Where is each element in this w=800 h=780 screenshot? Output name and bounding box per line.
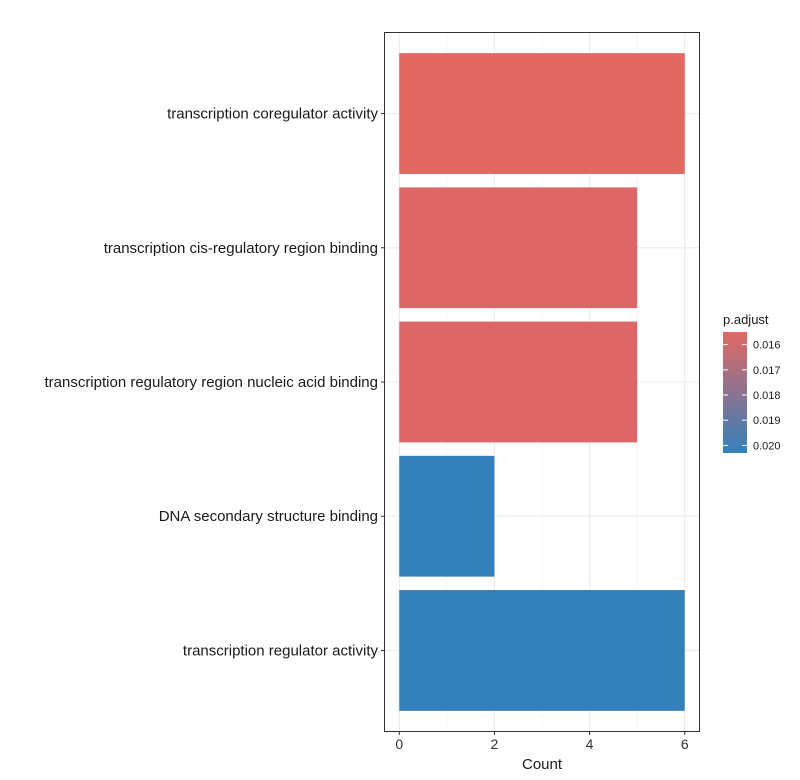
legend-label: 0.017: [753, 365, 781, 377]
y-tick-label: DNA secondary structure binding: [159, 508, 378, 525]
color-legend: p.adjust 0.016 0.017 0.018 0.019 0.020: [723, 312, 781, 453]
legend-title: p.adjust: [723, 312, 769, 327]
legend-labels: 0.016 0.017 0.018 0.019 0.020: [723, 340, 781, 452]
y-tick-label: transcription coregulator activity: [167, 106, 378, 123]
x-tick-label: 6: [681, 736, 689, 752]
x-tick-label: 4: [586, 736, 594, 752]
legend-label: 0.020: [753, 440, 781, 452]
bar: [399, 590, 685, 711]
x-tick-label: 0: [395, 736, 403, 752]
bar: [399, 455, 495, 577]
legend-label: 0.016: [753, 340, 781, 352]
legend-colorbar: [723, 332, 747, 453]
bars: [399, 53, 685, 711]
y-tick-label: transcription cis-regulatory region bind…: [104, 240, 378, 257]
legend-label: 0.019: [753, 415, 781, 427]
x-tick-label: 2: [491, 736, 499, 752]
legend-label: 0.018: [753, 390, 781, 402]
bar: [399, 321, 638, 443]
y-axis: transcription coregulator activity transc…: [44, 106, 385, 659]
bar: [399, 53, 685, 174]
y-tick-label: transcription regulatory region nucleic …: [44, 374, 378, 391]
bar: [399, 187, 638, 309]
y-tick-label: transcription regulator activity: [183, 642, 379, 659]
x-axis-title: Count: [522, 756, 563, 773]
x-axis: 0 2 4 6: [395, 731, 689, 752]
